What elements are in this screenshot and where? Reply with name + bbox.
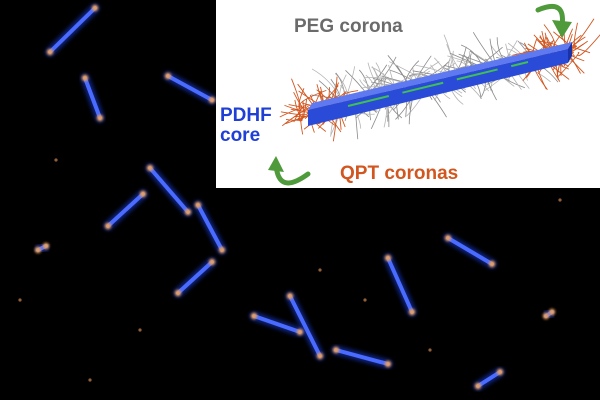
- micelle-rod: [33, 241, 51, 255]
- micelle-rod: [163, 71, 217, 105]
- curved-arrow-icon: [268, 156, 311, 186]
- schematic-inset: PEG corona PDHF core QPT coronas: [216, 0, 600, 188]
- micelle-rod: [541, 307, 557, 321]
- micelle-rods: [33, 3, 557, 391]
- qpt-coronas-label: QPT coronas: [340, 163, 459, 184]
- pdhf-core-bar: [308, 42, 572, 126]
- micelle-rod: [383, 253, 417, 317]
- micelle-rod: [331, 345, 393, 369]
- micelle-rod: [473, 367, 505, 391]
- micelle-rod: [443, 233, 497, 269]
- curved-arrow-icon: [535, 4, 572, 38]
- pdhf-core-label: PDHF core: [220, 105, 272, 146]
- micelle-rod: [80, 73, 105, 123]
- micelle-rod: [173, 257, 217, 298]
- micelle-rod: [145, 163, 193, 217]
- core-inner-line: [347, 61, 529, 107]
- micelle-rod: [285, 291, 325, 361]
- peg-corona-label: PEG corona: [294, 16, 403, 37]
- micelle-rod: [193, 200, 227, 255]
- micelle-rod: [103, 189, 148, 231]
- micelle-rod: [249, 311, 305, 337]
- micelle-rod: [45, 3, 100, 57]
